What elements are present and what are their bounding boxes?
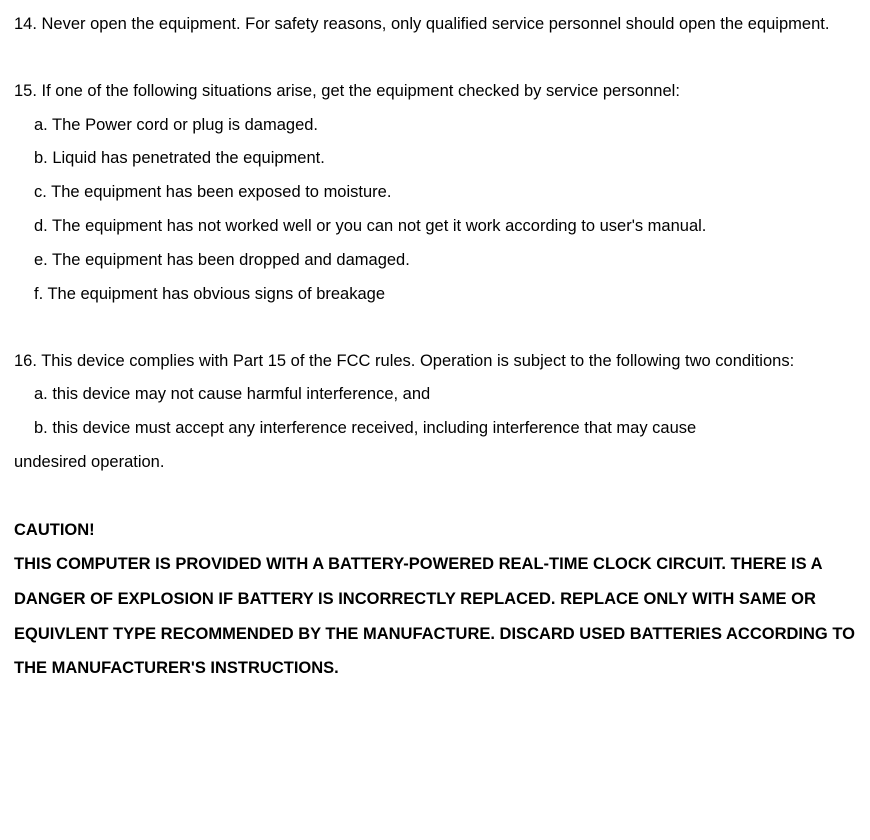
spacer (14, 312, 856, 345)
spacer (14, 42, 856, 75)
item-15-c: c. The equipment has been exposed to moi… (14, 176, 856, 210)
item-14: 14. Never open the equipment. For safety… (14, 8, 856, 42)
item-15-lead: 15. If one of the following situations a… (14, 75, 856, 109)
item-15-f: f. The equipment has obvious signs of br… (14, 278, 856, 312)
item-16-b-line2: undesired operation. (14, 446, 856, 480)
item-15-b: b. Liquid has penetrated the equipment. (14, 142, 856, 176)
spacer (14, 480, 856, 513)
item-15-e: e. The equipment has been dropped and da… (14, 244, 856, 278)
item-16-b-line1: b. this device must accept any interfere… (14, 412, 856, 446)
item-15-a: a. The Power cord or plug is damaged. (14, 109, 856, 143)
item-16-a: a. this device may not cause harmful int… (14, 378, 856, 412)
item-16-lead: 16. This device complies with Part 15 of… (14, 345, 856, 379)
caution-title: CAUTION! (14, 513, 856, 548)
caution-body: THIS COMPUTER IS PROVIDED WITH A BATTERY… (14, 547, 856, 686)
item-15-d: d. The equipment has not worked well or … (14, 210, 856, 244)
